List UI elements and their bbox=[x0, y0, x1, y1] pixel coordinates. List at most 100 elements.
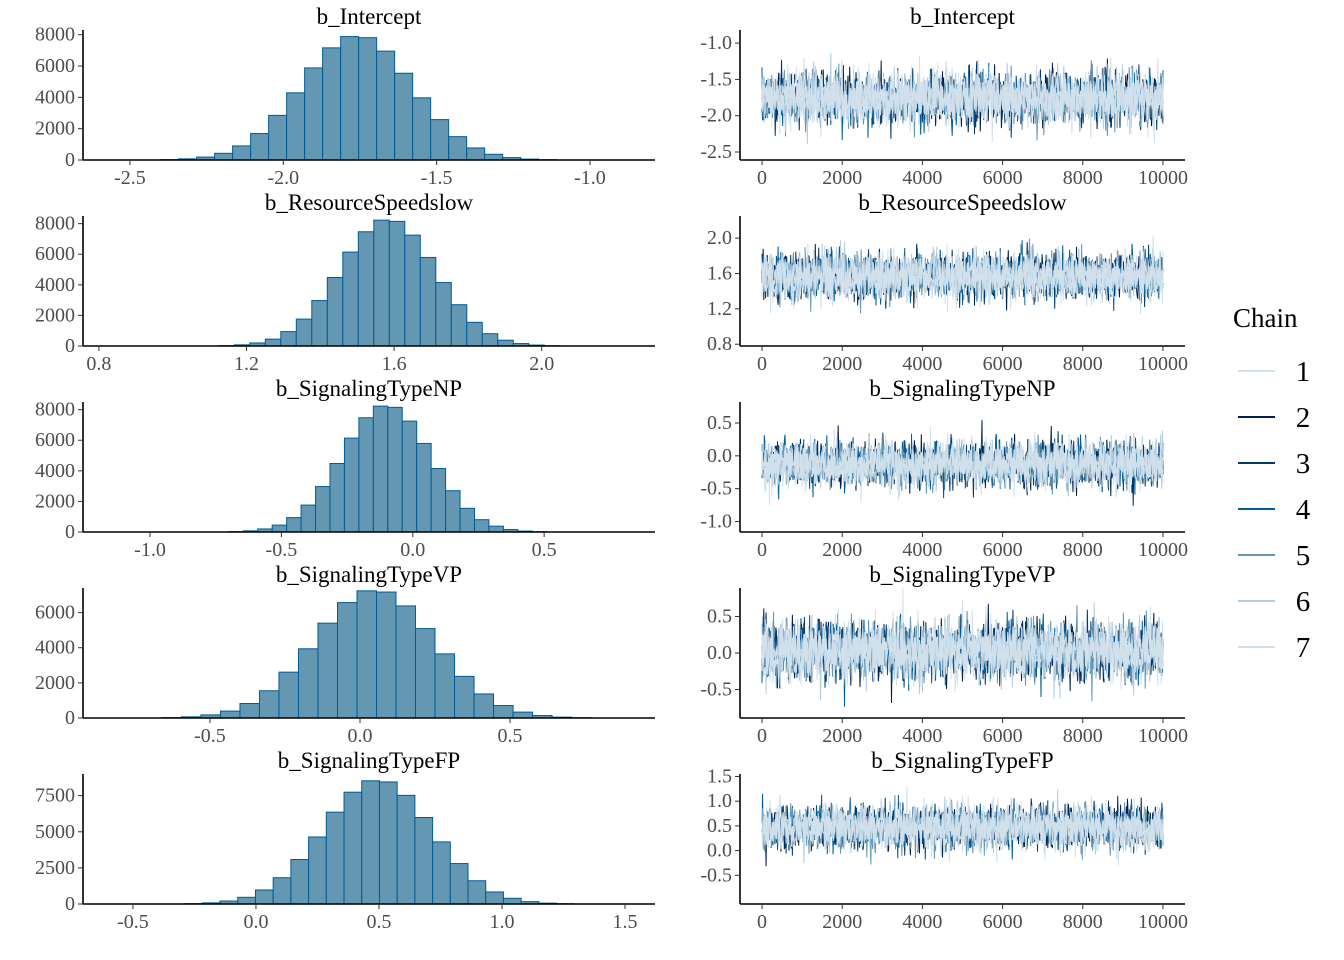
trace-x-tick-label: 6000 bbox=[983, 167, 1023, 189]
legend-label: 6 bbox=[1296, 586, 1311, 618]
hist-bar bbox=[343, 437, 360, 533]
trace-y-tick-label: 0.0 bbox=[707, 642, 732, 664]
hist-x-tick-label: 1.6 bbox=[382, 353, 407, 375]
hist-bar bbox=[286, 517, 302, 533]
hist-bar bbox=[484, 153, 504, 161]
hist-bar bbox=[357, 231, 375, 347]
legend-label: 3 bbox=[1296, 448, 1311, 480]
hist-bar bbox=[497, 339, 514, 347]
trace-x-tick-label: 6000 bbox=[983, 539, 1023, 561]
hist-bar bbox=[322, 47, 342, 161]
trace-title: b_SignalingTypeVP bbox=[869, 562, 1055, 587]
trace-y-tick-label: -0.5 bbox=[700, 864, 732, 886]
trace-x-tick-label: 2000 bbox=[822, 725, 862, 747]
panel-b_SignalingTypeNP: b_SignalingTypeNP -1.0 -0.5 0.0 0.5 0 2000 4000… bbox=[35, 376, 1188, 561]
hist-bar bbox=[356, 590, 378, 719]
hist-x-tick-label: -1.5 bbox=[421, 167, 453, 189]
hist-title: b_Intercept bbox=[317, 4, 422, 29]
hist-bar bbox=[358, 417, 374, 533]
hist-bar bbox=[434, 653, 456, 719]
hist-bar bbox=[401, 420, 418, 533]
hist-y-tick-label: 8000 bbox=[35, 213, 75, 235]
trace-title: b_Intercept bbox=[910, 4, 1015, 29]
hist-y-tick-label: 6000 bbox=[35, 55, 75, 77]
trace-line-chain-1 bbox=[761, 786, 1164, 866]
trace-x-tick-label: 0 bbox=[757, 167, 767, 189]
hist-bar bbox=[449, 863, 469, 905]
hist-bar bbox=[343, 791, 363, 905]
hist-bar bbox=[304, 67, 324, 161]
hist-bar bbox=[268, 114, 288, 161]
trace-y-tick-label: -1.0 bbox=[700, 32, 732, 54]
trace-x-tick-label: 0 bbox=[757, 539, 767, 561]
trace-x-tick-label: 6000 bbox=[983, 353, 1023, 375]
trace-x-tick-label: 2000 bbox=[822, 539, 862, 561]
trace-y-tick-label: 2.0 bbox=[707, 227, 732, 249]
hist-y-tick-label: 6000 bbox=[35, 602, 75, 624]
trace-y-tick-label: -1.5 bbox=[700, 68, 732, 90]
hist-y-tick-label: 2000 bbox=[35, 672, 75, 694]
hist-x-tick-label: 2.0 bbox=[529, 353, 554, 375]
hist-bar bbox=[278, 671, 299, 719]
trace-line-chain-7 bbox=[761, 794, 1164, 863]
hist-bar bbox=[466, 147, 486, 161]
trace-line-chain-7 bbox=[761, 57, 1164, 143]
legend-label: 1 bbox=[1296, 356, 1311, 388]
trace-y-tick-label: -1.0 bbox=[700, 510, 732, 532]
hist-bar bbox=[361, 780, 380, 905]
hist-x-tick-label: 0.0 bbox=[347, 725, 372, 747]
trace-y-tick-label: 0.8 bbox=[707, 333, 732, 355]
trace-x-tick-label: 8000 bbox=[1063, 167, 1103, 189]
hist-y-tick-label: 2000 bbox=[35, 304, 75, 326]
trace-x-tick-label: 2000 bbox=[822, 353, 862, 375]
trace-y-tick-label: 1.5 bbox=[707, 765, 732, 787]
trace-x-tick-label: 4000 bbox=[902, 353, 942, 375]
hist-bar bbox=[342, 251, 359, 347]
hist-bar bbox=[272, 877, 292, 905]
trace-y-tick-label: 0.5 bbox=[707, 605, 732, 627]
hist-bar bbox=[415, 628, 436, 719]
hist-bar bbox=[232, 145, 252, 161]
trace-y-tick-label: 0.5 bbox=[707, 815, 732, 837]
trace-x-tick-label: 4000 bbox=[902, 539, 942, 561]
legend-label: 2 bbox=[1296, 402, 1311, 434]
trace-x-tick-label: 2000 bbox=[822, 911, 862, 933]
hist-bar bbox=[404, 234, 421, 347]
hist-bar bbox=[239, 703, 260, 719]
hist-bar bbox=[264, 338, 282, 347]
hist-bar bbox=[467, 880, 487, 905]
trace-x-tick-label: 8000 bbox=[1063, 911, 1103, 933]
legend-title: Chain bbox=[1233, 303, 1298, 333]
trace-y-tick-label: -0.5 bbox=[700, 679, 732, 701]
hist-bar bbox=[286, 92, 306, 161]
hist-bar bbox=[448, 136, 468, 161]
hist-x-tick-label: -1.0 bbox=[574, 167, 606, 189]
hist-bar bbox=[311, 300, 328, 347]
trace-x-tick-label: 0 bbox=[757, 353, 767, 375]
hist-bar bbox=[317, 622, 338, 719]
hist-bar bbox=[254, 889, 274, 905]
hist-bar bbox=[372, 405, 389, 533]
hist-x-tick-label: 1.0 bbox=[489, 911, 514, 933]
hist-title: b_SignalingTypeVP bbox=[276, 562, 462, 587]
hist-bar bbox=[388, 220, 406, 347]
hist-y-tick-label: 4000 bbox=[35, 637, 75, 659]
hist-y-tick-label: 2000 bbox=[35, 490, 75, 512]
hist-y-tick-label: 0 bbox=[65, 521, 75, 543]
hist-bar bbox=[488, 525, 504, 533]
hist-y-tick-label: 2000 bbox=[35, 118, 75, 140]
hist-x-tick-label: 0.5 bbox=[366, 911, 391, 933]
trace-x-tick-label: 10000 bbox=[1138, 353, 1188, 375]
trace-x-tick-label: 8000 bbox=[1063, 353, 1103, 375]
trace-y-tick-label: 0.0 bbox=[707, 840, 732, 862]
trace-x-tick-label: 6000 bbox=[983, 725, 1023, 747]
hist-bar bbox=[315, 486, 331, 533]
hist-bar bbox=[295, 318, 313, 347]
trace-x-tick-label: 10000 bbox=[1138, 539, 1188, 561]
hist-bar bbox=[473, 519, 490, 533]
hist-bar bbox=[376, 591, 397, 719]
hist-bar bbox=[326, 276, 344, 347]
hist-bar bbox=[237, 896, 256, 905]
hist-x-tick-label: -1.0 bbox=[134, 539, 166, 561]
